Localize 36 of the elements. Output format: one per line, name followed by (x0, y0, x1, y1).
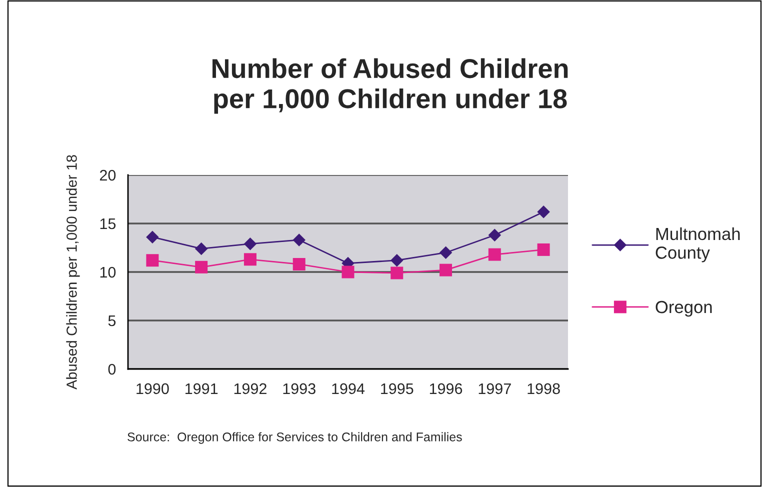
point (488, 228, 502, 242)
y-axis-title: Abused Children per 1,000 under 18 (66, 155, 80, 390)
x-tick-label: 1993 (283, 383, 316, 394)
point (146, 230, 159, 244)
point (244, 253, 256, 266)
point (146, 254, 159, 267)
point (488, 248, 501, 261)
point (292, 234, 306, 246)
point (244, 237, 257, 250)
chart-title: Number of Abused Children per 1,000 Children under 18 (212, 58, 568, 114)
point (194, 242, 208, 256)
x-tick-label: 1997 (478, 383, 511, 394)
y-tick-label: 20 (100, 170, 116, 181)
x-tick-label: 1996 (430, 383, 462, 394)
point (390, 266, 404, 280)
y-tick-label: 15 (100, 218, 116, 230)
y-tick-label: 0 (108, 364, 116, 375)
source-note: Source: Oregon Office for Services to Children and Families (128, 432, 462, 444)
x-tick-label: 1995 (381, 383, 414, 394)
x-tick-label: 1990 (136, 383, 169, 394)
legend-label: Multnomah County (656, 227, 740, 262)
legend-label: Oregon (656, 300, 712, 317)
x-tick-label: 1992 (234, 383, 266, 394)
x-tick-label: 1991 (186, 383, 218, 394)
point (537, 243, 550, 256)
point (342, 266, 354, 278)
x-tick-label: 1998 (528, 383, 560, 394)
x-tick-label: 1994 (332, 383, 365, 394)
point (440, 264, 452, 276)
point (292, 258, 306, 270)
point (537, 205, 550, 218)
point (390, 254, 404, 267)
y-tick-label: 10 (100, 266, 116, 278)
point (439, 246, 452, 259)
point (195, 260, 208, 274)
y-tick-label: 5 (108, 316, 116, 326)
